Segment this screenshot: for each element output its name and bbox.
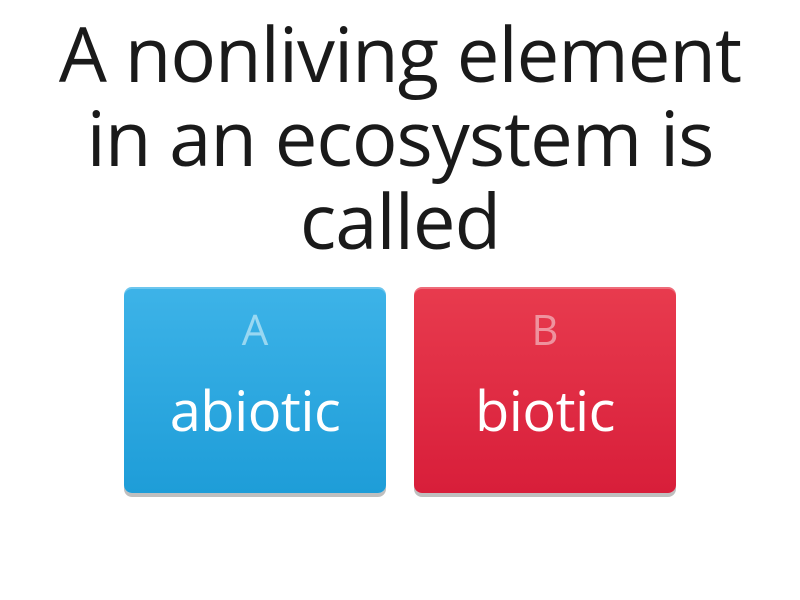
option-a-answer: abiotic [170, 372, 341, 448]
option-b-letter: B [531, 301, 558, 358]
option-b-card[interactable]: B biotic [414, 287, 676, 493]
option-a-card[interactable]: A abiotic [124, 287, 386, 493]
options-container: A abiotic B biotic [124, 287, 676, 493]
question-text: A nonliving element in an ecosystem is c… [0, 12, 800, 263]
option-b-answer: biotic [475, 372, 615, 448]
option-a-letter: A [242, 301, 269, 358]
